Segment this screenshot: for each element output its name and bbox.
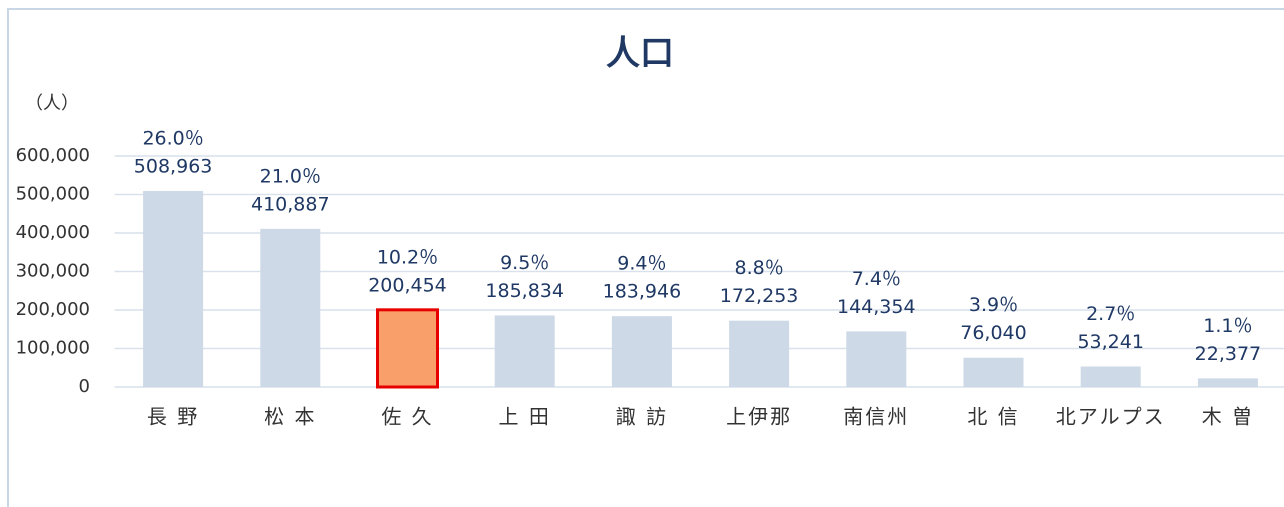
share-label: 10.2％ [377,246,438,268]
share-label: 1.1％ [1203,315,1252,337]
x-tick-label: 北アルプス [1056,405,1166,429]
share-label: 21.0％ [260,165,321,187]
share-label: 7.4％ [852,268,901,290]
x-tick-label: 上伊那 [726,405,792,429]
x-tick-label: 北 信 [967,405,1019,429]
share-label: 2.7％ [1086,303,1135,325]
y-tick-label: 600,000 [16,145,90,166]
y-tick-label: 300,000 [16,261,90,282]
share-label: 8.8％ [734,257,783,279]
bar [143,191,204,387]
x-tick-label: 上 田 [499,405,551,429]
chart-title: 人口 [606,34,674,74]
value-label: 22,377 [1195,343,1261,365]
value-label: 172,253 [720,285,799,307]
share-label: 3.9％ [969,294,1018,316]
x-tick-label: 長 野 [147,405,199,429]
value-label: 508,963 [134,156,213,178]
bar [494,315,555,387]
share-label: 26.0％ [142,128,203,150]
bar [846,331,907,387]
value-label: 185,834 [485,280,564,302]
y-tick-label: 500,000 [16,184,90,205]
value-label: 76,040 [960,322,1026,344]
bar [376,308,439,389]
y-tick-label: 100,000 [16,338,90,359]
x-tick-label: 松 本 [264,405,316,429]
x-tick-label: 佐 久 [381,405,433,429]
y-tick-label: 400,000 [16,222,90,243]
y-tick-label: 0 [79,376,90,397]
share-label: 9.5％ [500,252,549,274]
value-label: 53,241 [1077,331,1143,353]
y-axis-label: （人） [25,93,79,114]
bar [260,228,321,387]
x-tick-label: 南信州 [843,405,909,429]
x-tick-label: 諏 訪 [616,405,668,429]
y-tick-label: 200,000 [16,299,90,320]
value-label: 144,354 [837,296,916,318]
bar [1197,378,1258,387]
value-label: 183,946 [603,281,682,303]
bar [963,357,1024,387]
bar [1080,366,1141,387]
share-label: 9.4％ [617,253,666,275]
bar [729,320,790,387]
bar [611,316,672,387]
value-label: 200,454 [368,274,447,296]
chart-frame [7,8,1284,507]
x-tick-label: 木 曽 [1202,405,1254,429]
value-label: 410,887 [251,193,330,215]
